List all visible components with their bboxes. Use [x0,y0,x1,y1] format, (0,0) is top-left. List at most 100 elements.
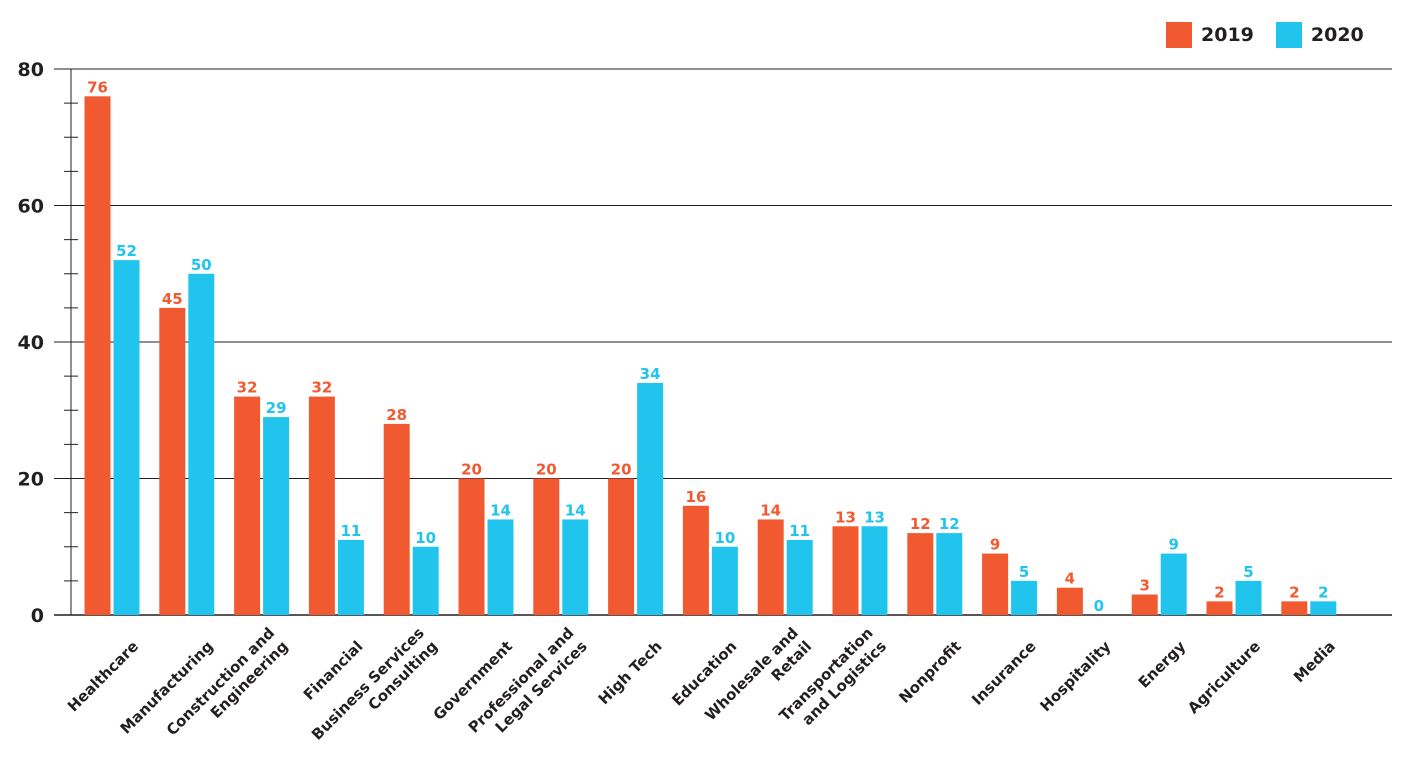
bar-2020-wholesale-and-retail [786,539,813,615]
bar-2019-high-tech [608,478,635,615]
data-label: 14 [490,501,511,519]
x-tick-label-line: Agriculture [1184,637,1264,717]
data-label: 11 [789,522,810,540]
legend-item-2020: 2020 [1275,22,1364,48]
bar-2019-transportation-and-logistics [832,526,859,615]
data-label: 2 [1214,583,1224,601]
x-tick-label: Healthcare [64,637,142,715]
bar-2020-nonprofit [936,533,963,615]
bar-2020-healthcare [113,260,140,615]
data-label: 12 [910,515,931,533]
bar-2020-manufacturing [188,273,215,615]
bar-2019-agriculture [1206,601,1233,615]
legend-item-2019: 2019 [1166,22,1254,48]
data-label: 10 [415,529,436,547]
y-tick-label: 80 [18,59,44,81]
bar-2020-government [487,519,514,615]
legend-swatch-2020 [1275,22,1302,48]
data-label: 29 [266,399,287,417]
legend: 2019 2020 [1166,22,1364,48]
bar-2019-energy [1131,594,1158,615]
data-label: 9 [990,536,1000,554]
bar-2019-hospitality [1056,587,1083,615]
data-label: 5 [1019,563,1029,581]
x-tick-label-line: Nonprofit [895,637,964,706]
data-label: 32 [237,379,258,397]
x-tick-label: Media [1290,637,1339,686]
data-label: 20 [536,461,557,479]
bar-2019-business-services-consulting [383,423,410,615]
data-label: 13 [864,508,885,526]
x-tick-label: Energy [1135,637,1190,692]
y-tick-label: 60 [18,196,44,218]
data-label: 52 [116,242,137,260]
bar-2019-media [1281,601,1308,615]
bar-2019-education [682,505,709,615]
data-label: 16 [685,488,706,506]
x-tick-label-line: Energy [1135,637,1190,692]
x-tick-label-line: Insurance [968,637,1040,709]
bar-2019-insurance [982,553,1009,615]
data-label: 28 [386,406,407,424]
x-tick-label-line: Hospitality [1036,637,1114,715]
data-label: 34 [640,365,661,383]
data-label: 0 [1094,597,1104,615]
x-tick-label: Agriculture [1184,637,1264,717]
x-tick-label: High Tech [595,637,666,708]
bar-2020-construction-and-engineering [263,417,290,615]
data-label: 3 [1139,577,1149,595]
data-label: 2 [1289,583,1299,601]
data-label: 45 [162,290,183,308]
legend-label-2019: 2019 [1201,24,1254,46]
bar-2019-financial [308,396,335,615]
bar-2019-manufacturing [159,307,186,615]
data-label: 32 [311,379,332,397]
data-label: 13 [835,508,856,526]
y-tick-label: 40 [18,332,44,354]
bar-2019-wholesale-and-retail [757,519,784,615]
data-label: 50 [191,256,212,274]
bar-2020-energy [1160,553,1187,615]
x-tick-label-line: Healthcare [64,637,142,715]
bar-2019-professional-and-legal-services [533,478,560,615]
data-label: 20 [461,461,482,479]
data-label: 10 [714,529,735,547]
data-label: 2 [1318,583,1328,601]
x-tick-label-line: High Tech [595,637,666,708]
data-label: 9 [1168,536,1178,554]
data-label: 20 [611,461,632,479]
x-tick-label: Insurance [968,637,1040,709]
x-tick-label: Nonprofit [895,637,964,706]
x-tick-label: Hospitality [1036,637,1114,715]
y-tick-label: 0 [31,605,44,627]
bar-2020-education [711,546,738,615]
x-tick-label-line: Media [1290,637,1339,686]
data-label: 76 [87,78,108,96]
bar-2019-healthcare [84,96,111,616]
data-label: 5 [1243,563,1253,581]
bar-2020-transportation-and-logistics [861,526,888,615]
data-label: 11 [340,522,361,540]
bar-2020-high-tech [637,382,664,615]
data-label: 4 [1065,570,1075,588]
bar-2019-construction-and-engineering [234,396,261,615]
bar-2020-financial [337,539,364,615]
bar-2020-agriculture [1235,580,1262,615]
bar-2019-government [458,478,485,615]
legend-label-2020: 2020 [1310,24,1364,46]
data-label: 14 [565,501,586,519]
legend-swatch-2019 [1166,22,1192,48]
bar-2020-insurance [1011,580,1038,615]
y-tick-label: 20 [18,469,44,491]
data-label: 12 [939,515,960,533]
bar-2020-professional-and-legal-services [562,519,589,615]
bar-2019-nonprofit [907,533,934,615]
data-label: 14 [760,501,781,519]
bar-2020-business-services-consulting [412,546,439,615]
